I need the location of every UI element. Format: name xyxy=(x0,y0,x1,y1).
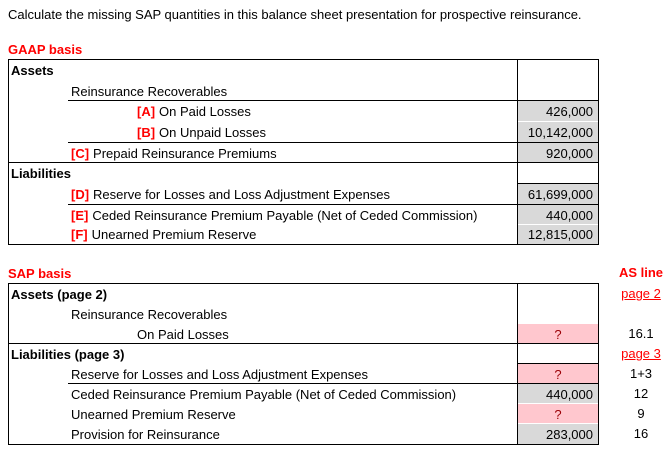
row-value: 440,000 xyxy=(518,384,598,404)
row-border xyxy=(68,204,598,205)
row-value: 61,699,000 xyxy=(518,184,598,205)
table-row: Reinsurance Recoverables xyxy=(9,81,598,101)
table-row: Liabilities (page 3) xyxy=(9,344,598,364)
row-value xyxy=(518,284,598,304)
row-tag: [B] xyxy=(137,125,156,140)
cell-gridline xyxy=(518,121,598,122)
column-divider xyxy=(517,284,518,444)
row-tag: [A] xyxy=(137,104,156,119)
as-line-ref: page 3 xyxy=(621,346,661,361)
row-tag: [F] xyxy=(71,227,88,242)
row-label: Liabilities (page 3) xyxy=(11,346,125,362)
row-label: Liabilities xyxy=(11,166,71,181)
row-tag: [C] xyxy=(71,145,90,161)
row-tag: [E] xyxy=(71,207,89,223)
row-value xyxy=(518,81,598,101)
table-row: [E] Ceded Reinsurance Premium Payable (Ne… xyxy=(9,205,598,225)
row-value: 920,000 xyxy=(518,143,598,163)
row-label: Provision for Reinsurance xyxy=(71,426,220,442)
row-label: Reinsurance Recoverables xyxy=(71,83,228,99)
row-value: 440,000 xyxy=(518,205,598,225)
table-row: Assets xyxy=(9,60,598,81)
row-label: Reinsurance Recoverables xyxy=(71,306,228,322)
row-label: Prepaid Reinsurance Premiums xyxy=(93,145,277,161)
row-value: 10,142,000 xyxy=(518,122,598,143)
row-value xyxy=(518,163,598,184)
answer-cell[interactable]: ? xyxy=(518,404,598,424)
row-border xyxy=(68,383,598,384)
cell-gridline xyxy=(518,224,598,225)
row-label: On Paid Losses xyxy=(159,104,251,119)
cell-gridline xyxy=(518,403,598,404)
row-label: Ceded Reinsurance Premium Payable (Net o… xyxy=(71,386,457,402)
table-row: Reinsurance Recoverables xyxy=(9,304,598,324)
row-value: 426,000 xyxy=(518,101,598,122)
table-row: Liabilities xyxy=(9,163,598,184)
table-row: Unearned Premium Reserve ? xyxy=(9,404,598,424)
table-row: Reserve for Losses and Loss Adjustment E… xyxy=(9,364,598,384)
sap-heading: SAP basis xyxy=(8,266,72,281)
answer-cell[interactable]: ? xyxy=(518,364,598,384)
row-label: Assets (page 2) xyxy=(11,286,108,302)
row-value xyxy=(518,304,598,324)
gaap-table: Assets Reinsurance Recoverables [A] On Pa… xyxy=(8,59,599,245)
table-row: Provision for Reinsurance 283,000 xyxy=(9,424,598,444)
as-line-ref: 16.1 xyxy=(628,326,654,341)
row-label: Reserve for Losses and Loss Adjustment E… xyxy=(71,366,368,382)
row-label: On Unpaid Losses xyxy=(159,125,266,140)
as-line-ref: 1+3 xyxy=(629,366,653,381)
row-label: Unearned Premium Reserve xyxy=(91,227,257,242)
row-value xyxy=(518,60,598,81)
row-label: Assets xyxy=(11,63,54,78)
row-label: Unearned Premium Reserve xyxy=(71,406,236,422)
row-label: On Paid Losses xyxy=(137,326,229,342)
row-value: 12,815,000 xyxy=(518,225,598,244)
row-border xyxy=(68,142,598,143)
section-divider xyxy=(9,343,598,344)
answer-cell[interactable]: ? xyxy=(518,324,598,344)
section-divider xyxy=(9,162,598,163)
table-row: [C] Prepaid Reinsurance Premiums 920,000 xyxy=(9,143,598,163)
table-row: [A] On Paid Losses 426,000 xyxy=(9,101,598,122)
row-label: Ceded Reinsurance Premium Payable (Net o… xyxy=(92,207,478,223)
sap-table: Assets (page 2) Reinsurance Recoverables… xyxy=(8,283,599,445)
as-line-ref: 9 xyxy=(637,406,645,421)
as-line-ref: page 2 xyxy=(621,286,661,301)
as-line-ref: 12 xyxy=(633,386,649,401)
row-label: Reserve for Losses and Loss Adjustment E… xyxy=(93,187,391,202)
as-line-ref: 16 xyxy=(633,426,649,441)
row-border xyxy=(517,183,598,184)
table-row: Ceded Reinsurance Premium Payable (Net o… xyxy=(9,384,598,404)
row-value xyxy=(518,344,598,364)
row-border xyxy=(68,100,598,101)
table-row: [F] Unearned Premium Reserve 12,815,000 xyxy=(9,225,598,244)
table-row: Assets (page 2) xyxy=(9,284,598,304)
as-line-heading: AS line xyxy=(618,265,664,280)
column-divider xyxy=(517,60,518,244)
table-row: On Paid Losses ? xyxy=(9,324,598,344)
row-value: 283,000 xyxy=(518,424,598,444)
exercise-title: Calculate the missing SAP quantities in … xyxy=(8,7,582,22)
row-border xyxy=(517,363,598,364)
table-row: [D] Reserve for Losses and Loss Adjustmen… xyxy=(9,184,598,205)
row-tag: [D] xyxy=(71,187,90,202)
table-row: [B] On Unpaid Losses 10,142,000 xyxy=(9,122,598,143)
gaap-heading: GAAP basis xyxy=(8,42,83,57)
cell-gridline xyxy=(518,423,598,424)
